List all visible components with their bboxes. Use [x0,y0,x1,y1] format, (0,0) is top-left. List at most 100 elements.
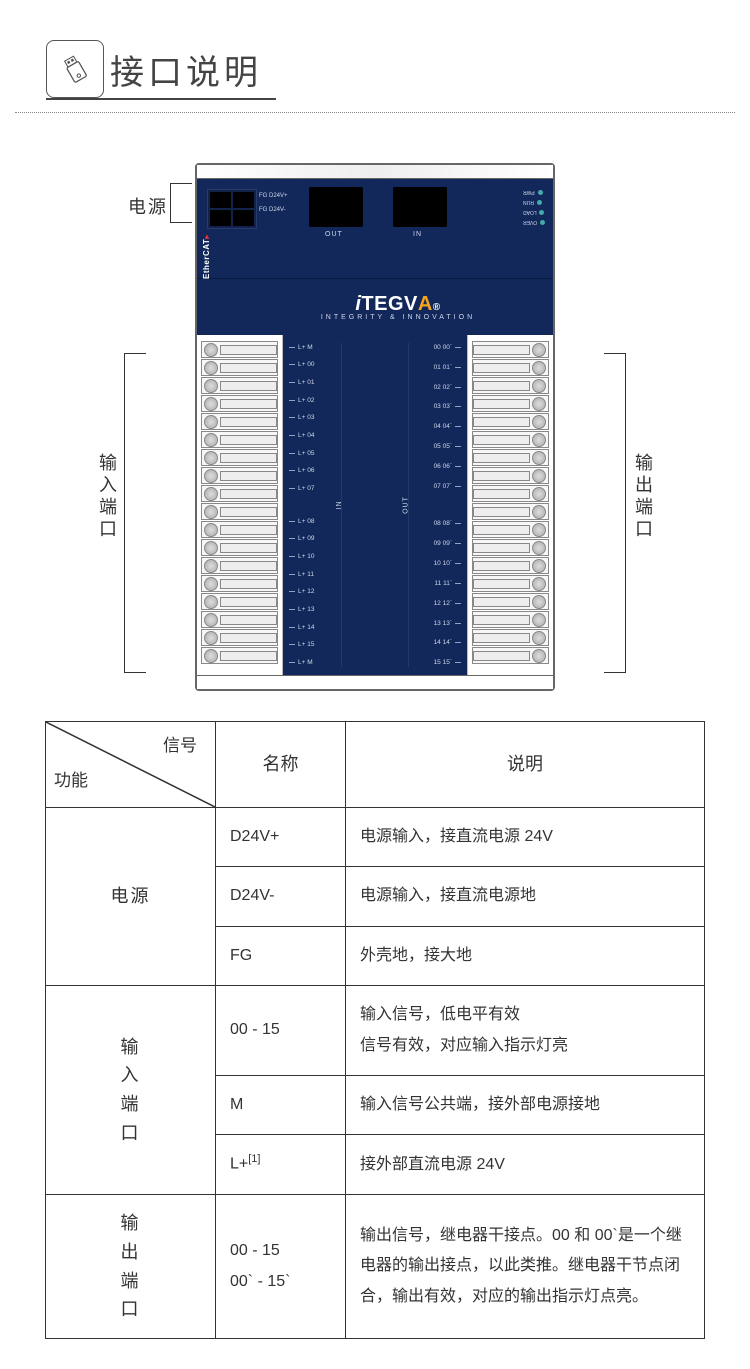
pin-label: L+ 15 [289,641,331,650]
brand-row: iTEGVA® INTEGRITY & INNOVATION [197,279,553,335]
terminal [472,395,549,412]
terminal [472,611,549,628]
pcb-top: FG D24V+ FG D24V- OUT IN PWR RUN LOAD OV… [197,179,553,279]
cell-desc: 电源输入，接直流电源 24V [346,808,705,867]
top-rail [197,165,553,179]
cell-desc: 接外部直流电源 24V [346,1135,705,1195]
terminal [201,467,278,484]
pin-label: 12 12` [419,599,461,608]
terminal [201,539,278,556]
table-row: 输出端口00 - 1500` - 15`输出信号，继电器干接点。00 和 00`… [46,1195,705,1339]
label-output-port: 输出端口 [630,453,656,541]
terminal [472,503,549,520]
terminal [201,593,278,610]
section-header: 接口说明 [46,40,750,98]
terminal-body: L+ ML+ 00L+ 01L+ 02L+ 03L+ 04L+ 05L+ 06L… [197,335,553,675]
cell-name: 00 - 15 [216,986,346,1076]
table-header-diagonal: 信号 功能 [46,722,216,808]
status-led-column: PWR RUN LOAD OVER [523,189,545,225]
pin-label: L+ 10 [289,552,331,561]
pin-label: 03 03` [419,403,461,412]
pin-label: 06 06` [419,462,461,471]
pin-label: L+ 14 [289,623,331,632]
terminal [201,341,278,358]
pin-label: L+ M [289,343,331,352]
pin-label: 09 09` [419,539,461,548]
terminal [472,521,549,538]
table-row: 输入端口00 - 15输入信号，低电平有效信号有效，对应输入指示灯亮 [46,986,705,1076]
pin-label: 00 00` [419,343,461,352]
terminal [472,449,549,466]
terminal [201,395,278,412]
terminal [472,341,549,358]
terminal [472,647,549,664]
pwr-label-2: FG D24V- [259,207,286,213]
header-name: 名称 [216,722,346,808]
device-casing: FG D24V+ FG D24V- OUT IN PWR RUN LOAD OV… [195,163,555,691]
terminal [472,359,549,376]
pin-label: L+ 07 [289,484,331,493]
terminal [472,557,549,574]
right-terminal-column [467,335,553,675]
bracket-power [170,183,192,223]
cell-name: FG [216,926,346,985]
cell-name: M [216,1075,346,1134]
terminal [201,413,278,430]
left-terminal-column [197,335,283,675]
pin-label: 01 01` [419,363,461,372]
cell-desc: 外壳地，接大地 [346,926,705,985]
terminal [472,467,549,484]
terminal [472,629,549,646]
cell-name: 00 - 1500` - 15` [216,1195,346,1339]
terminal [472,539,549,556]
pin-label: L+ M [289,658,331,667]
header-desc: 说明 [346,722,705,808]
dotted-divider [15,112,735,113]
bottom-rail [197,675,553,689]
interface-spec-table: 信号 功能 名称 说明 电源D24V+电源输入，接直流电源 24VD24V-电源… [45,721,705,1339]
terminal [201,503,278,520]
pin-label: 04 04` [419,423,461,432]
header-signal: 信号 [163,730,197,762]
terminal [201,647,278,664]
terminal [472,485,549,502]
pin-label: L+ 02 [289,396,331,405]
ethercat-label: EtherCAT▸ [202,234,211,279]
group-label: 输出端口 [46,1195,216,1339]
pin-label: L+ 09 [289,535,331,544]
rj45-in [393,187,447,227]
pin-label: L+ 06 [289,467,331,476]
terminal [472,413,549,430]
cell-desc: 电源输入，接直流电源地 [346,867,705,926]
label-input-port: 输入端口 [94,453,120,541]
brand-tagline: INTEGRITY & INNOVATION [321,314,475,321]
rj45-out-label: OUT [325,231,343,238]
pin-label: L+ 13 [289,605,331,614]
pin-label: L+ 00 [289,361,331,370]
cell-desc: 输入信号，低电平有效信号有效，对应输入指示灯亮 [346,986,705,1076]
io-out-label: OUT [403,496,410,514]
header-function: 功能 [54,765,88,797]
rj45-out [309,187,363,227]
terminal [201,377,278,394]
group-label: 电源 [46,808,216,986]
center-pcb: L+ ML+ 00L+ 01L+ 02L+ 03L+ 04L+ 05L+ 06L… [283,335,467,675]
power-terminal-block [207,189,257,229]
pin-label: L+ 04 [289,431,331,440]
device-diagram: 电源 输入端口 输出端口 FG D24V+ FG D24V- OUT IN PW… [0,163,750,691]
usb-stick-icon [46,40,104,98]
terminal [472,593,549,610]
brand-logo: iTEGVA® [355,293,440,316]
group-label: 输入端口 [46,986,216,1195]
pin-label: 05 05` [419,442,461,451]
pwr-label-1: FG D24V+ [259,193,288,199]
pin-label: 08 08` [419,519,461,528]
rj45-in-label: IN [413,231,422,238]
bracket-input [124,353,146,673]
table-row: 电源D24V+电源输入，接直流电源 24V [46,808,705,867]
pin-label: L+ 03 [289,414,331,423]
cell-desc: 输入信号公共端，接外部电源接地 [346,1075,705,1134]
terminal [472,575,549,592]
cell-name: D24V- [216,867,346,926]
pin-label: 15 15` [419,659,461,668]
